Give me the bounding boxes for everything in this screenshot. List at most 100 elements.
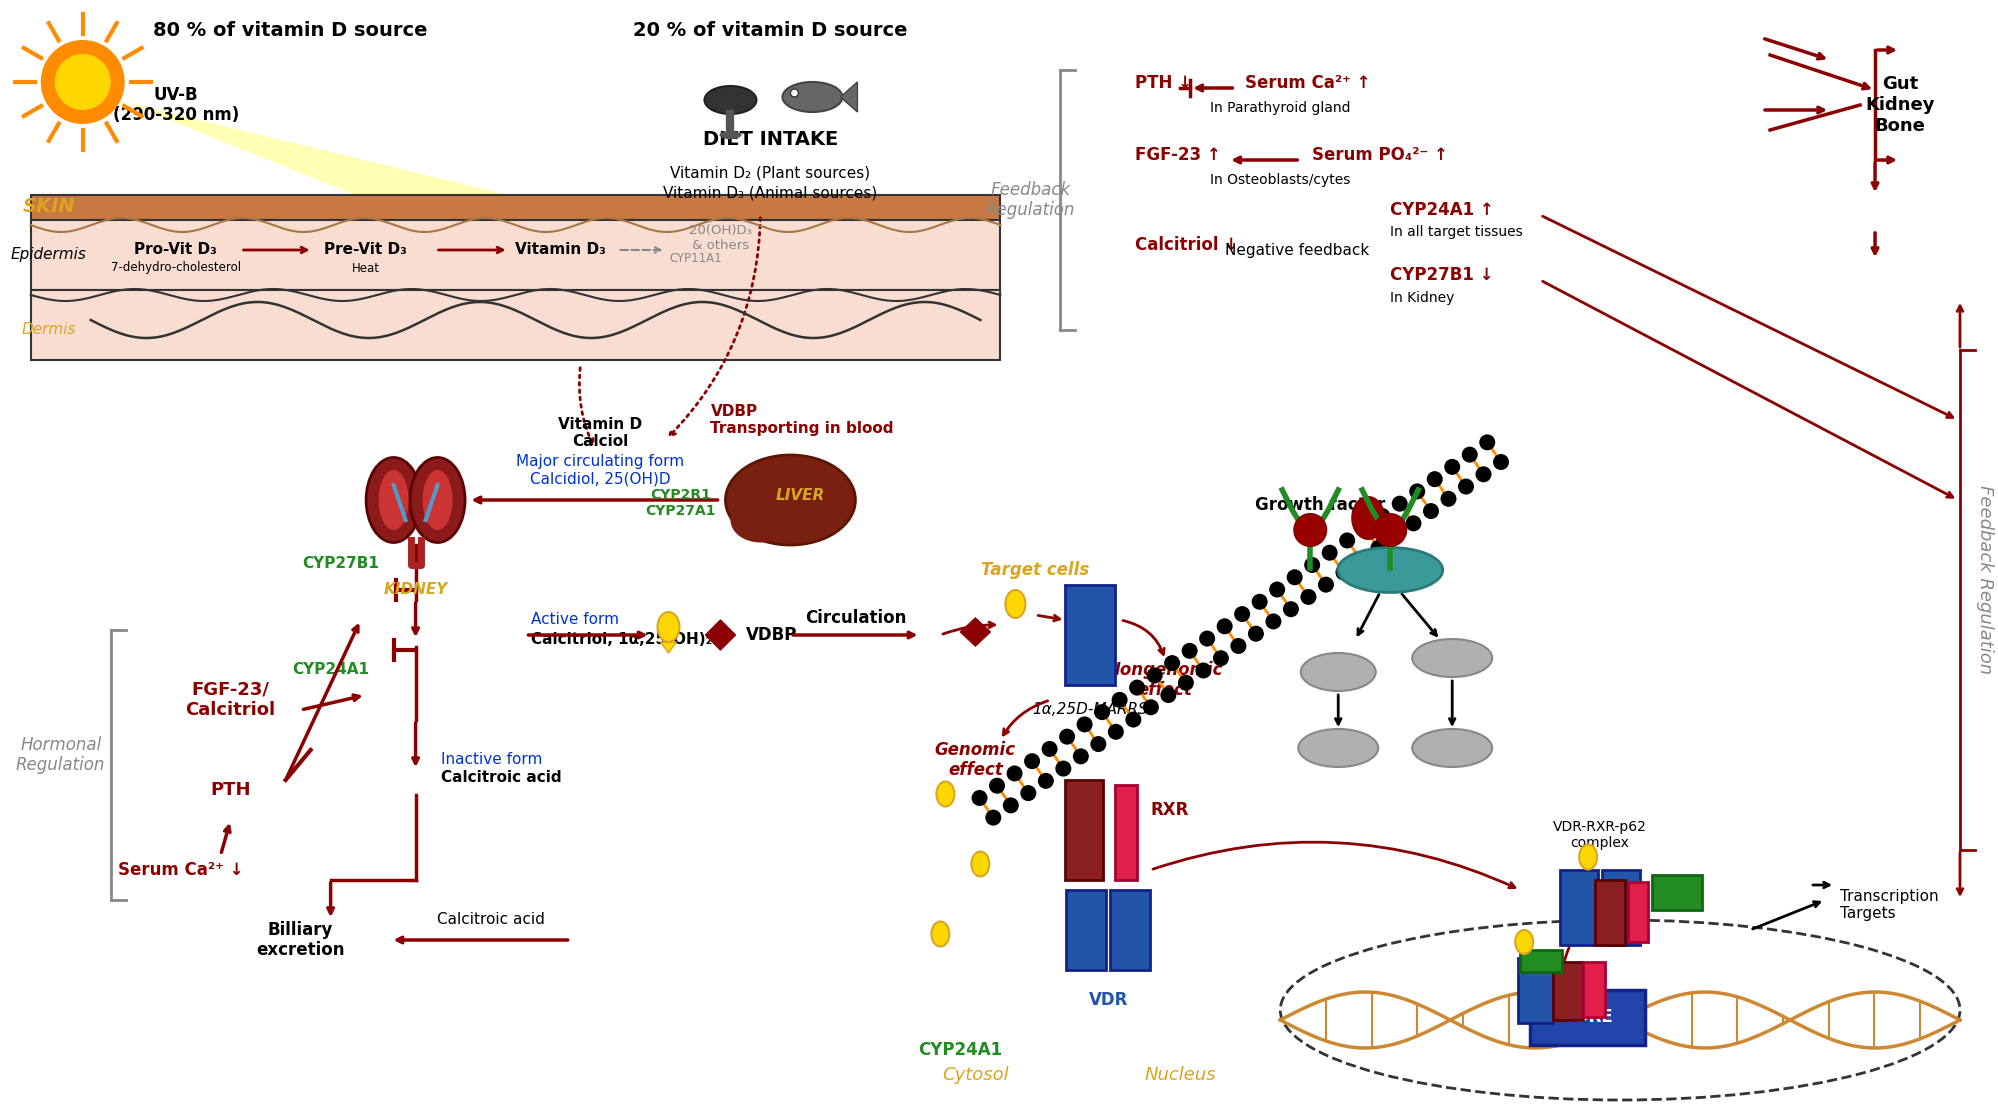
Text: Active form: Active form [529, 613, 617, 627]
Circle shape [1041, 741, 1057, 757]
Text: Growth factor: Growth factor [1255, 495, 1385, 514]
Text: Billiary
excretion: Billiary excretion [256, 920, 346, 959]
Ellipse shape [1351, 497, 1383, 539]
Text: Nongenomic
effect: Nongenomic effect [1107, 660, 1223, 699]
Circle shape [1217, 618, 1233, 635]
Circle shape [1181, 643, 1197, 659]
Text: PTH ↓: PTH ↓ [1135, 74, 1191, 92]
Text: RXR: RXR [1149, 801, 1189, 820]
Text: AKT: AKT [1435, 741, 1469, 755]
Circle shape [1423, 503, 1439, 519]
Text: VDBP: VDBP [745, 626, 797, 644]
Circle shape [1353, 552, 1369, 568]
Text: Target cells: Target cells [981, 561, 1089, 580]
Circle shape [985, 810, 1001, 826]
Circle shape [1287, 570, 1303, 585]
Circle shape [40, 40, 124, 124]
Text: Nucleus: Nucleus [1145, 1066, 1215, 1084]
Text: In all target tissues: In all target tissues [1389, 225, 1522, 239]
Bar [30, 290, 999, 359]
Ellipse shape [725, 455, 855, 545]
Circle shape [1125, 711, 1141, 728]
Text: Transcription
Targets: Transcription Targets [1838, 889, 1938, 921]
Ellipse shape [703, 86, 755, 114]
Text: SKIN: SKIN [22, 198, 76, 217]
Circle shape [1233, 606, 1249, 622]
Circle shape [1111, 692, 1127, 708]
Ellipse shape [657, 612, 679, 641]
Circle shape [1159, 687, 1175, 703]
Ellipse shape [366, 458, 422, 543]
Text: 1α,25D-MARRS: 1α,25D-MARRS [1031, 702, 1147, 718]
Text: Serum Ca²⁺ ↑: Serum Ca²⁺ ↑ [1245, 74, 1371, 92]
Bar [1109, 890, 1149, 970]
Circle shape [1177, 675, 1193, 691]
Circle shape [1317, 576, 1333, 593]
Text: Serum PO₄²⁻ ↑: Serum PO₄²⁻ ↑ [1311, 146, 1447, 164]
Bar [1552, 962, 1582, 1020]
Ellipse shape [1411, 729, 1491, 766]
Circle shape [1003, 797, 1019, 813]
Circle shape [1283, 602, 1299, 617]
Text: Serum Ca²⁺ ↓: Serum Ca²⁺ ↓ [118, 860, 244, 879]
Text: In Osteoblasts/cytes: In Osteoblasts/cytes [1209, 173, 1351, 187]
Text: Gut
Kidney
Bone: Gut Kidney Bone [1864, 75, 1934, 135]
Text: Vitamin D₃: Vitamin D₃ [515, 242, 605, 258]
Text: Epidermis: Epidermis [10, 247, 86, 261]
Circle shape [1073, 749, 1089, 764]
Circle shape [1093, 705, 1109, 720]
Bar [1650, 875, 1700, 910]
Bar [1626, 881, 1646, 942]
Text: CYP24A1: CYP24A1 [292, 662, 370, 678]
Circle shape [1301, 588, 1317, 605]
Bar [1594, 880, 1624, 945]
Circle shape [1213, 650, 1229, 666]
Bar [1600, 870, 1638, 945]
Text: Cytosol: Cytosol [941, 1066, 1009, 1084]
Circle shape [1055, 761, 1071, 776]
Text: DIET INTAKE: DIET INTAKE [703, 131, 837, 149]
Ellipse shape [1514, 930, 1532, 954]
Text: MEK: MEK [1319, 741, 1357, 755]
Circle shape [1269, 582, 1285, 597]
Circle shape [1265, 614, 1281, 629]
Text: CYP27B1: CYP27B1 [302, 555, 380, 571]
Circle shape [1387, 528, 1403, 543]
Circle shape [1339, 532, 1355, 549]
Text: 80 % of vitamin D source: 80 % of vitamin D source [154, 21, 428, 40]
Text: VDR-RXR-p62
complex: VDR-RXR-p62 complex [1552, 820, 1646, 851]
Circle shape [1461, 447, 1477, 462]
Text: CYP11A1: CYP11A1 [669, 251, 721, 264]
Polygon shape [839, 82, 857, 112]
Text: Vitamin D₃ (Animal sources): Vitamin D₃ (Animal sources) [663, 186, 877, 201]
Text: FGF-23/
Calcitriol: FGF-23/ Calcitriol [186, 680, 276, 719]
Circle shape [789, 88, 797, 97]
Text: PI3K: PI3K [1433, 650, 1471, 666]
Ellipse shape [1411, 639, 1491, 677]
Ellipse shape [935, 782, 953, 806]
Ellipse shape [971, 852, 989, 876]
Circle shape [1089, 737, 1105, 752]
Text: Circulation: Circulation [805, 609, 905, 627]
Text: p62: p62 [1077, 814, 1091, 846]
Bar [1558, 870, 1596, 945]
Ellipse shape [719, 131, 741, 139]
Text: Calcitriol ↓: Calcitriol ↓ [1135, 236, 1239, 254]
Bar [1518, 950, 1560, 972]
Circle shape [1441, 491, 1457, 507]
Circle shape [1107, 723, 1123, 740]
Text: Inactive form: Inactive form [440, 752, 541, 768]
Circle shape [1143, 699, 1159, 716]
Circle shape [1247, 626, 1263, 641]
Text: PTH: PTH [210, 781, 252, 799]
Polygon shape [959, 618, 989, 646]
Circle shape [1493, 455, 1508, 470]
Circle shape [1163, 655, 1179, 671]
Text: CYP24A1 ↑: CYP24A1 ↑ [1389, 201, 1493, 219]
Ellipse shape [781, 82, 841, 112]
Text: SRC-1: SRC-1 [1650, 886, 1702, 900]
Ellipse shape [378, 470, 408, 530]
Ellipse shape [410, 458, 466, 543]
Circle shape [1479, 435, 1495, 450]
Circle shape [1371, 540, 1387, 556]
